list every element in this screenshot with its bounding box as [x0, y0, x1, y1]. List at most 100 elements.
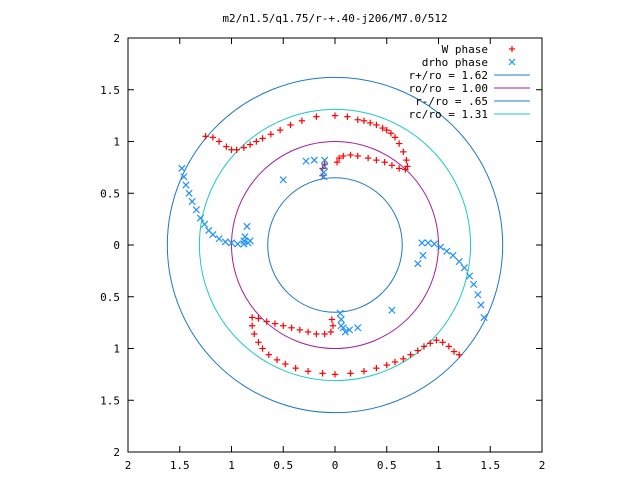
y-tick-label: 0 [113, 239, 120, 252]
w-phase-point [255, 315, 262, 322]
w-phase-point [387, 130, 395, 137]
drho-phase-point [470, 280, 478, 288]
x-tick-label: 2 [125, 459, 132, 472]
w-phase-point [223, 143, 230, 150]
drho-phase-point [180, 173, 188, 181]
drho-phase-point [418, 239, 426, 247]
w-phase-point [298, 117, 306, 124]
w-phase-point [292, 364, 299, 372]
drho-phase-point [337, 315, 345, 324]
x-tick-label: 1.5 [170, 459, 190, 472]
w-phase-point [379, 124, 386, 132]
w-phase-point [282, 360, 289, 368]
drho-phase-point [221, 238, 229, 246]
w-phase-point [347, 370, 354, 377]
chart-title: m2/n1.5/q1.75/r-+.40-j206/M7.0/512 [222, 12, 447, 25]
legend-label: W phase [442, 43, 488, 56]
w-phase-point [456, 351, 463, 358]
drho-phase-point [200, 220, 209, 228]
drho-phase-point [436, 243, 445, 251]
drho-phase-point [388, 306, 396, 314]
w-phase-point [304, 328, 312, 336]
w-phase-point [383, 126, 390, 134]
w-phase-point [335, 154, 343, 162]
legend-entry: ro/ro = 1.00 [409, 82, 530, 95]
legend-label: drho phase [422, 56, 488, 69]
legend-plus-marker [509, 46, 515, 52]
circle-4 [198, 108, 472, 382]
drho-phase-point [336, 309, 344, 317]
drho-phase-point [240, 240, 248, 248]
w-phase-point [427, 340, 434, 347]
x-tick-label: 2 [539, 459, 546, 472]
w-phase-point [391, 134, 399, 141]
w-phase-point [273, 356, 281, 364]
legend-entry: W phase [442, 43, 515, 56]
x-tick-label: 0 [332, 459, 339, 472]
legend-entry: rc/ro = 1.31 [409, 108, 530, 121]
drho-phase-point [449, 251, 457, 259]
w-phase-point [255, 339, 262, 346]
w-phase-point [439, 339, 446, 346]
legend-entry: r-/ro = .65 [415, 95, 530, 108]
axis-ticks: 2 1.5 1 0.5 0 0.5 1 1.5 221.510.500.511.52 [100, 32, 545, 472]
drho-phase-point [339, 324, 347, 332]
w-phase-point [414, 347, 421, 354]
drho-phase-point [227, 239, 236, 247]
drho-phase-point [455, 257, 463, 266]
w-phase-point [373, 364, 380, 372]
drho-phase-point [240, 237, 248, 245]
w-phase-point [313, 330, 320, 338]
w-phase-point [403, 156, 410, 164]
w-phase-point [265, 351, 272, 358]
w-phase-point [329, 322, 337, 329]
drho-phase-point [243, 222, 251, 230]
w-phase-point [333, 159, 341, 166]
legend-cross-marker [508, 58, 516, 66]
drho-phase-point [321, 156, 329, 164]
y-tick-label: 1.5 [100, 394, 120, 407]
w-phase-point [251, 330, 258, 338]
w-phase-point [328, 316, 336, 323]
w-phase-point [313, 113, 320, 120]
drho-phase-point [321, 162, 329, 170]
w-phase-point [400, 148, 407, 156]
drho-phase-point [241, 233, 249, 241]
drho-phase-point [319, 173, 328, 181]
w-phase-point [263, 318, 270, 325]
w-phase-point [287, 121, 294, 129]
w-phase-point [381, 159, 388, 166]
w-phase-point [321, 330, 328, 338]
drho-phase-point [192, 206, 200, 214]
w-phase-point [395, 165, 403, 172]
y-tick-label: 2 [113, 446, 120, 459]
drho-phase-point [419, 251, 427, 259]
drho-phase-point [178, 164, 186, 173]
w-phase-point [407, 351, 414, 358]
drho-phase-point [460, 264, 468, 272]
drho-phase-point [341, 328, 349, 336]
drho-phase-point [477, 301, 485, 309]
y-tick-label: 0.5 [100, 187, 120, 200]
x-tick-label: 0.5 [377, 459, 397, 472]
legend-entry: r+/ro = 1.62 [409, 69, 530, 82]
drho-phase-point [354, 324, 362, 332]
y-tick-label: 2 [113, 32, 120, 45]
w-phase-point [364, 154, 372, 162]
w-phase-point [366, 119, 374, 127]
drho-phase-point [234, 240, 242, 248]
w-phase-point [276, 126, 284, 134]
drho-phase-point [302, 157, 310, 165]
circle-2 [231, 141, 439, 349]
w-phase-point [246, 141, 254, 148]
w-phase-point [360, 368, 368, 375]
drho-phase-point [185, 189, 193, 197]
w-phase-point [249, 314, 256, 321]
w-phase-point [360, 117, 368, 124]
drho-phase-point [465, 272, 474, 280]
w-phase-point [271, 320, 279, 327]
drho-phase-point [279, 176, 287, 184]
legend-label: r+/ro = 1.62 [409, 69, 488, 82]
w-phase-point [383, 361, 390, 369]
drho-phase-point [310, 156, 318, 164]
